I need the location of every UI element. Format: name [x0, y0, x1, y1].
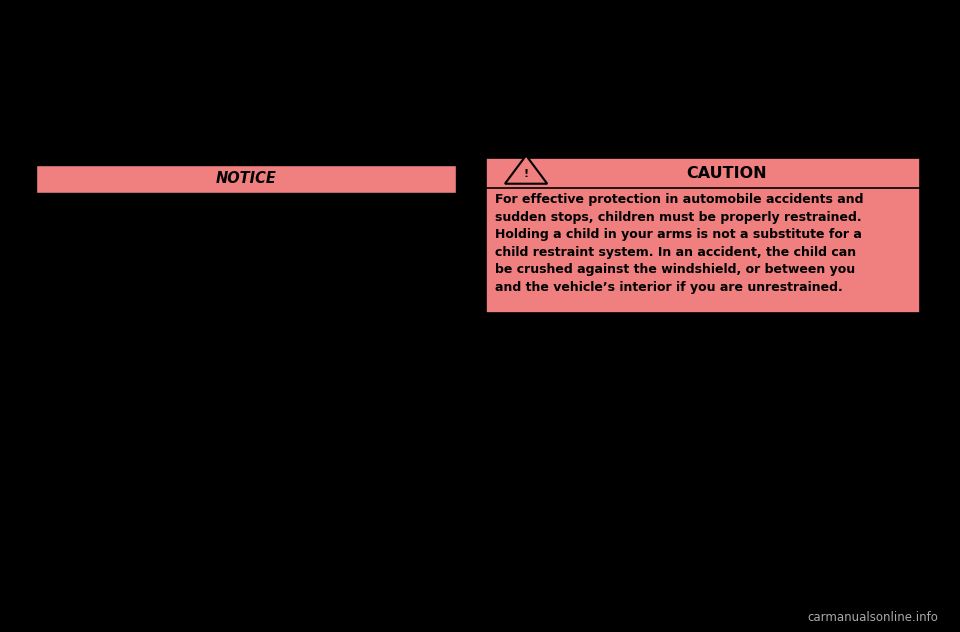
Text: NOTICE: NOTICE: [216, 171, 276, 186]
Text: CAUTION: CAUTION: [686, 166, 767, 181]
Text: !: !: [523, 169, 529, 179]
Text: carmanualsonline.info: carmanualsonline.info: [807, 611, 938, 624]
Text: For effective protection in automobile accidents and
sudden stops, children must: For effective protection in automobile a…: [495, 193, 864, 294]
Polygon shape: [505, 155, 547, 184]
FancyBboxPatch shape: [486, 158, 920, 313]
FancyBboxPatch shape: [36, 165, 456, 193]
